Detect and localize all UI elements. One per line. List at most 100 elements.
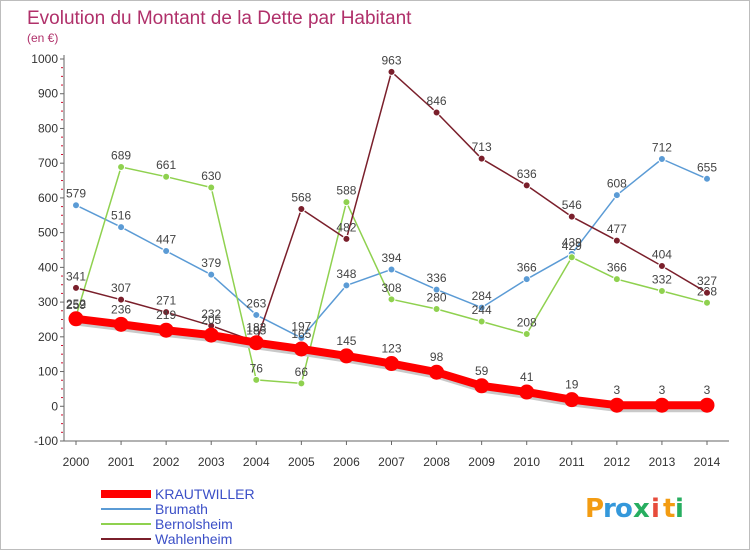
- data-point: [657, 286, 666, 295]
- data-label: 308: [381, 281, 401, 295]
- data-label: 394: [381, 251, 401, 265]
- data-label: 145: [336, 334, 356, 348]
- data-point: [158, 322, 174, 338]
- data-label: 447: [156, 233, 176, 247]
- data-point: [203, 327, 219, 343]
- axes: -100 0 100 200 300 400 500 600 700 800 900 1000 2000…: [31, 52, 729, 469]
- data-point: [432, 285, 441, 294]
- data-label: 608: [607, 177, 627, 191]
- series-krautwiller: 252 236 219 205 183 165 145 123 98 59 41 19 3 3 3: [66, 297, 715, 413]
- y-tick-label: 500: [38, 226, 58, 240]
- data-point: [432, 305, 441, 314]
- data-point: [567, 253, 576, 262]
- data-label: 236: [111, 302, 131, 316]
- data-point: [72, 201, 80, 210]
- data-label: 98: [430, 350, 444, 364]
- data-label: 568: [291, 191, 311, 205]
- data-point: [703, 174, 711, 183]
- series-wahlenheim: 341 307 271 232 185 568 482 963 846 713 636 546 477 4…: [66, 53, 717, 347]
- proxiti-logo: Pr o x i t i: [585, 494, 684, 524]
- chart-title: Evolution du Montant de la Dette par Hab…: [27, 8, 412, 29]
- y-tick-label: 100: [38, 365, 58, 379]
- data-label: 712: [652, 141, 672, 155]
- data-point: [117, 223, 126, 232]
- x-tick-label: 2012: [604, 455, 631, 469]
- logo-letter: o: [615, 494, 633, 524]
- x-tick-label: 2011: [559, 455, 585, 469]
- data-label: 404: [652, 247, 672, 261]
- data-label: 341: [66, 269, 86, 283]
- data-label: 546: [562, 198, 582, 212]
- data-point: [248, 335, 264, 351]
- data-point: [207, 270, 216, 279]
- data-point: [252, 375, 261, 384]
- data-point: [387, 67, 396, 76]
- data-label: 366: [517, 261, 537, 275]
- data-point: [342, 281, 351, 290]
- legend-label: KRAUTWILLER: [155, 486, 255, 502]
- data-label: 3: [704, 383, 711, 397]
- x-tick-label: 2014: [694, 455, 721, 469]
- data-label: 332: [652, 272, 672, 286]
- data-label: 336: [427, 271, 447, 285]
- logo-letter: t: [663, 494, 675, 524]
- y-tick-label: 0: [51, 399, 58, 413]
- logo-letter: x: [633, 494, 650, 524]
- x-tick-label: 2000: [63, 455, 90, 469]
- legend-item-bernolsheim: Bernolsheim: [101, 516, 233, 532]
- series-layer: 5795164473792631973483943362843664396087…: [66, 53, 717, 413]
- data-label: 661: [156, 158, 176, 172]
- data-label: 59: [475, 364, 489, 378]
- data-label: 66: [295, 365, 309, 379]
- x-tick-label: 2002: [153, 455, 180, 469]
- data-label: 183: [246, 321, 266, 335]
- data-label: 76: [250, 361, 264, 375]
- legend-item-brumath: Brumath: [101, 501, 208, 517]
- series-brumath: 579 516 447 379 263 197 348 394 336 284 366 439 608 7…: [66, 141, 717, 342]
- x-tick-label: 2006: [333, 455, 360, 469]
- legend-label: Bernolsheim: [155, 516, 233, 532]
- data-label: 636: [517, 167, 537, 181]
- x-tick-label: 2010: [513, 455, 540, 469]
- data-point: [564, 392, 580, 408]
- data-point: [162, 172, 171, 181]
- data-point: [612, 191, 621, 200]
- data-point: [117, 163, 126, 172]
- data-point: [432, 108, 441, 117]
- data-point: [117, 295, 126, 304]
- data-label: 19: [565, 378, 579, 392]
- x-tick-label: 2013: [649, 455, 676, 469]
- data-point: [699, 397, 715, 413]
- data-point: [522, 275, 531, 284]
- data-label: 846: [427, 94, 447, 108]
- x-tick-label: 2009: [468, 455, 495, 469]
- x-tick-label: 2004: [243, 455, 270, 469]
- data-label: 123: [381, 342, 401, 356]
- data-label: 429: [562, 239, 582, 253]
- data-label: 307: [111, 281, 131, 295]
- data-label: 579: [66, 187, 86, 201]
- data-point: [293, 341, 309, 357]
- legend-item-wahlenheim: Wahlenheim: [101, 531, 232, 547]
- y-tick-label: 900: [38, 87, 58, 101]
- data-point: [113, 316, 129, 332]
- x-tick-label: 2008: [423, 455, 450, 469]
- data-point: [387, 295, 396, 304]
- data-label: 205: [201, 313, 221, 327]
- y-tick-label: 200: [38, 330, 58, 344]
- data-label: 252: [66, 297, 86, 311]
- data-label: 185: [246, 324, 266, 338]
- data-label: 655: [697, 160, 717, 174]
- data-point: [612, 236, 621, 245]
- data-label: 588: [336, 184, 356, 198]
- data-point: [207, 183, 216, 192]
- data-label: 219: [156, 308, 176, 322]
- y-tick-label: 800: [38, 121, 58, 135]
- data-point: [654, 397, 670, 413]
- data-point: [252, 310, 261, 319]
- data-label: 271: [156, 294, 176, 308]
- data-label: 165: [291, 327, 311, 341]
